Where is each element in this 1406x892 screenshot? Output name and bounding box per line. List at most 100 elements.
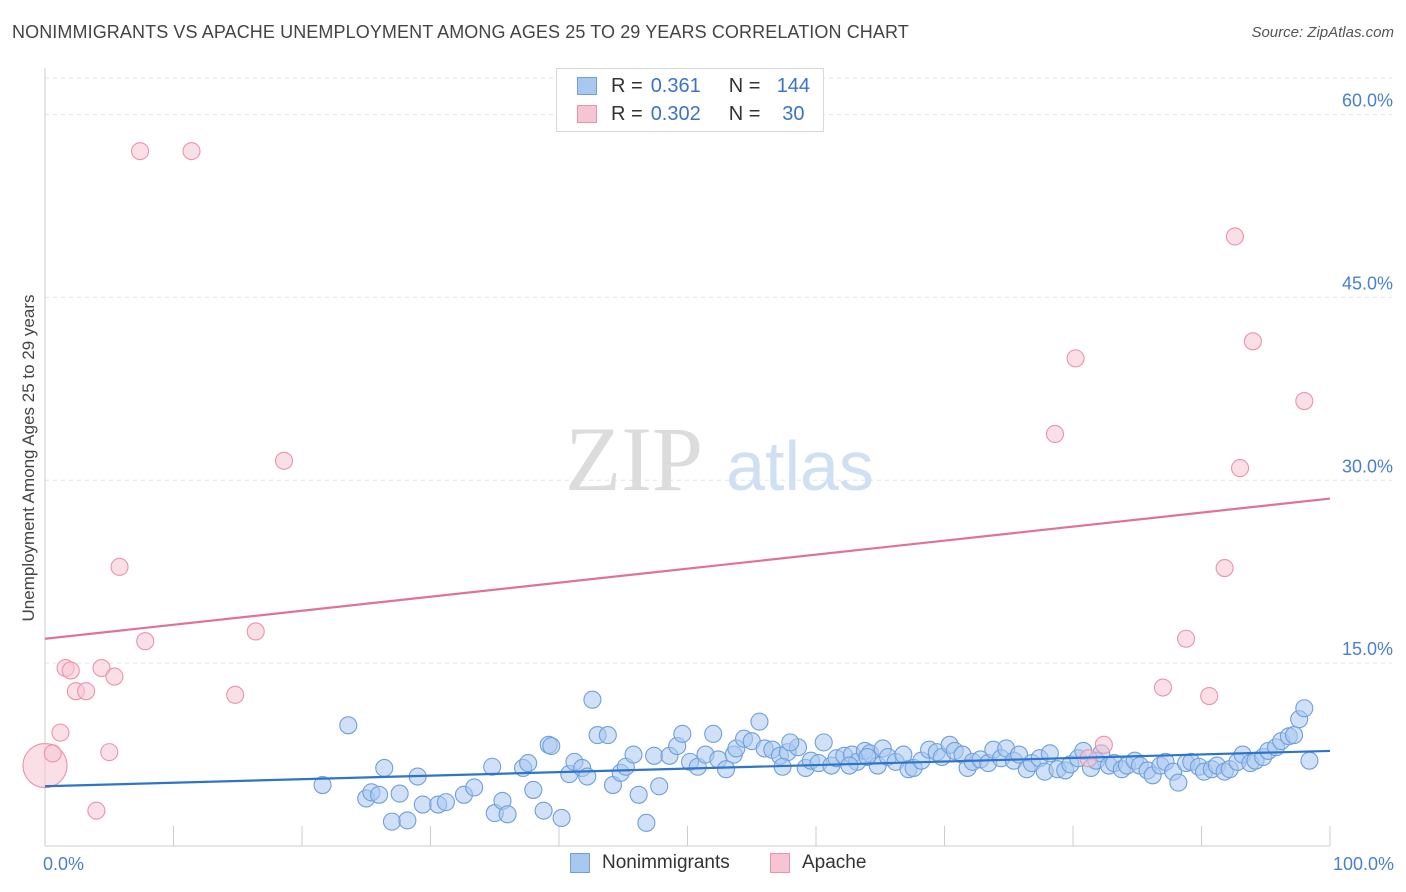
apache-trend-line: [44, 497, 1331, 640]
x-tick-label-min: 0.0%: [43, 854, 84, 874]
nonimmigrants-point: [1300, 751, 1319, 770]
legend-r-value: 0.361: [650, 74, 701, 97]
y-tick-label: 60.0%: [1342, 91, 1393, 111]
apache-point: [43, 744, 62, 763]
trend-lines: [44, 497, 1331, 788]
nonimmigrants-point: [390, 784, 409, 803]
series-legend: Nonimmigrants Apache: [0, 852, 1406, 878]
apache-point: [274, 451, 294, 470]
apache-point: [1177, 629, 1196, 648]
legend-r-label: R =: [611, 74, 643, 97]
nonimmigrants-point: [598, 726, 617, 745]
legend-swatch-blue: [570, 853, 590, 873]
nonimmigrants-point: [534, 801, 553, 820]
legend-label-nonimmigrants: Nonimmigrants: [602, 852, 730, 873]
nonimmigrants-point: [436, 793, 455, 812]
apache-point: [92, 658, 111, 678]
legend-item-nonimmigrants: Nonimmigrants: [570, 852, 730, 874]
apache-point: [1200, 687, 1219, 706]
nonimmigrants-point: [339, 716, 358, 735]
y-axis-label: Unemployment Among Ages 25 to 29 years: [19, 295, 38, 622]
nonimmigrants-point: [498, 805, 517, 824]
watermark-atlas: atlas: [726, 427, 874, 505]
nonimmigrants-point: [1295, 699, 1314, 718]
y-tick-label: 15.0%: [1342, 639, 1393, 659]
legend-r-label: R =: [611, 102, 643, 125]
legend-row-apache: R = 0.302 N = 30: [577, 101, 818, 127]
apache-point: [182, 142, 201, 161]
chart-title: NONIMMIGRANTS VS APACHE UNEMPLOYMENT AMO…: [12, 22, 909, 42]
nonimmigrants-point: [637, 813, 656, 832]
apache-point: [131, 142, 150, 161]
nonimmigrants-point: [370, 785, 389, 804]
nonimmigrants-point: [814, 733, 833, 752]
nonimmigrants-point: [750, 712, 769, 731]
apache-point: [110, 557, 129, 576]
nonimmigrants-point: [542, 736, 561, 756]
nonimmigrants-point: [519, 754, 538, 773]
watermark-zip: ZIP: [565, 408, 703, 510]
apache-point: [1045, 424, 1065, 444]
legend-label-apache: Apache: [802, 852, 867, 873]
apache-point: [1231, 459, 1250, 478]
nonimmigrants-point: [382, 812, 402, 831]
legend-swatch-pink: [577, 105, 597, 123]
source-label: Source: ZipAtlas.com: [1251, 24, 1394, 41]
nonimmigrants-point: [704, 724, 723, 743]
nonimmigrants-point: [645, 746, 664, 765]
y-tick-label: 45.0%: [1342, 273, 1393, 293]
legend-n-label: N =: [728, 74, 761, 97]
apache-points: [22, 142, 1314, 820]
apache-point: [100, 743, 119, 762]
apache-point: [1066, 349, 1085, 368]
nonimmigrants-point: [524, 780, 543, 799]
apache-point: [1153, 678, 1172, 697]
apache-point: [246, 622, 265, 641]
tick-labels: 15.0% 30.0% 45.0% 60.0% 0.0% 100.0%: [43, 91, 1394, 874]
nonimmigrants-point: [840, 756, 859, 775]
apache-point: [136, 632, 155, 651]
nonimmigrants-point: [650, 777, 669, 796]
apache-point: [1215, 559, 1234, 578]
nonimmigrants-point: [583, 690, 602, 709]
nonimmigrants-point: [552, 808, 571, 828]
apache-point: [1225, 227, 1244, 246]
apache-point: [51, 723, 70, 742]
axes: [44, 68, 1331, 847]
nonimmigrants-point: [375, 758, 394, 778]
legend-n-value: 144: [776, 74, 811, 97]
apache-point: [105, 667, 124, 686]
stats-legend: R = 0.361 N = 144 R = 0.302 N = 30: [556, 68, 824, 132]
nonimmigrants-point: [781, 733, 800, 752]
apache-point: [87, 801, 106, 820]
apache-point: [77, 682, 96, 701]
nonimmigrants-point: [398, 811, 417, 830]
legend-swatch-pink: [770, 853, 790, 873]
nonimmigrants-point: [858, 747, 877, 767]
apache-point: [61, 661, 80, 680]
legend-n-label: N =: [728, 102, 761, 125]
nonimmigrants-point: [629, 785, 648, 804]
x-tick-label-max: 100.0%: [1333, 854, 1394, 874]
legend-n-value: 30: [782, 102, 805, 125]
nonimmigrants-trend-line: [44, 749, 1331, 788]
legend-item-apache: Apache: [770, 852, 866, 874]
nonimmigrants-point: [1284, 726, 1304, 745]
nonimmigrants-point: [673, 724, 692, 743]
watermark: ZIP atlas: [565, 408, 874, 510]
y-tick-label: 30.0%: [1342, 456, 1393, 476]
legend-r-value: 0.302: [650, 102, 701, 125]
apache-point: [1243, 332, 1262, 351]
nonimmigrants-point: [716, 760, 736, 779]
nonimmigrants-point: [465, 778, 484, 797]
gridlines: [45, 77, 1392, 664]
apache-point: [1295, 391, 1314, 411]
nonimmigrants-point: [483, 757, 502, 776]
nonimmigrants-point: [313, 775, 332, 795]
nonimmigrants-points: [313, 690, 1319, 832]
apache-point: [1094, 735, 1113, 754]
nonimmigrants-point: [413, 795, 432, 814]
apache-point: [226, 685, 245, 704]
legend-row-nonimmigrants: R = 0.361 N = 144: [577, 73, 818, 99]
